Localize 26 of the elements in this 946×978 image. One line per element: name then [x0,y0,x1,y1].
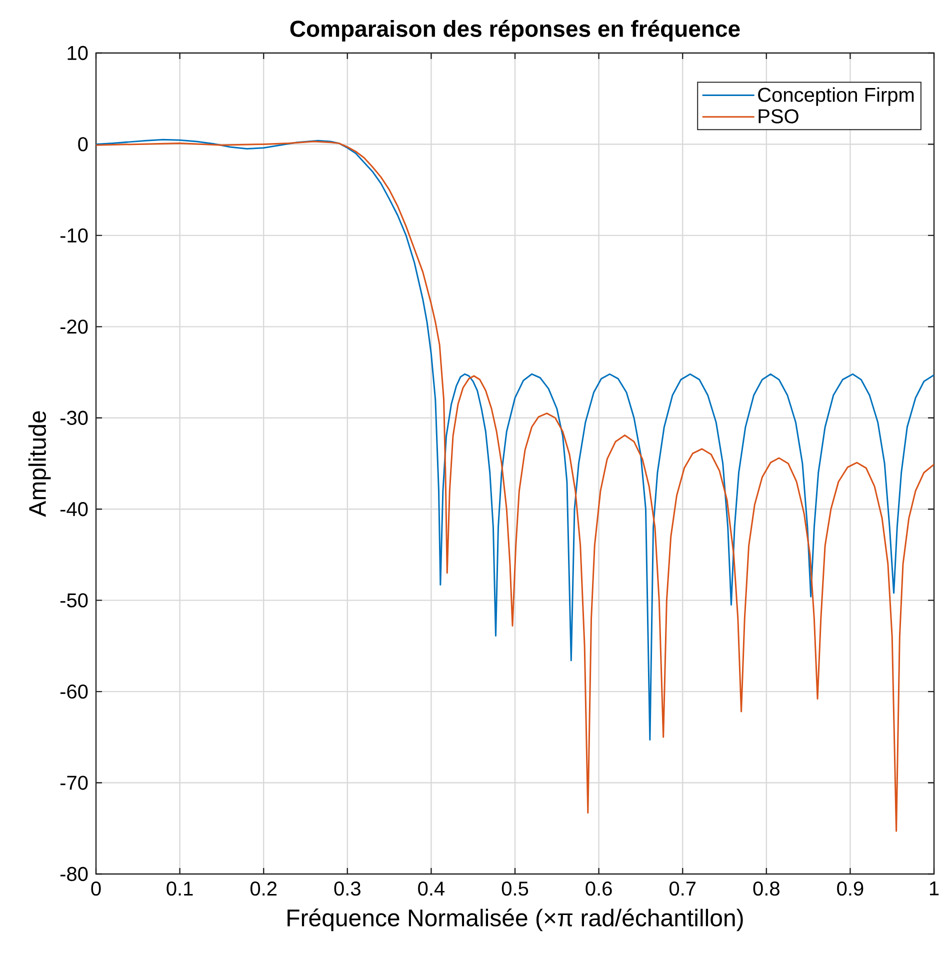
chart-title: Comparaison des réponses en fréquence [290,20,740,42]
y-axis-title: Amplitude [28,411,51,517]
x-tick-label: 1 [930,882,939,896]
x-tick-label: 0.5 [502,882,528,896]
legend-label: PSO [758,109,798,124]
x-axis-title: Fréquence Normalisée (×π rad/échantillon) [288,908,743,932]
y-tick-label: -70 [60,776,88,790]
x-tick-label: 0.3 [334,882,360,896]
y-tick-label: -30 [60,410,88,425]
x-tick-label: 0.1 [166,882,193,896]
y-tick-label: -50 [60,593,88,608]
y-tick-label: -40 [60,502,88,516]
x-tick-label: 0 [91,882,101,896]
x-tick-label: 0.7 [669,882,696,896]
y-tick-label: -80 [60,866,88,882]
x-tick-label: 0.8 [753,882,780,896]
y-tick-label: -60 [60,684,88,699]
y-tick-label: 0 [78,137,88,152]
x-tick-label: 0.6 [586,882,612,896]
y-tick-label: 10 [68,46,88,60]
x-tick-label: 0.2 [250,882,277,896]
y-tick-label: -20 [60,320,88,334]
x-tick-label: 0.4 [418,882,445,896]
legend-label: Conception Firpm [758,87,914,106]
x-tick-label: 0.9 [837,882,864,896]
y-tick-label: -10 [60,228,88,243]
